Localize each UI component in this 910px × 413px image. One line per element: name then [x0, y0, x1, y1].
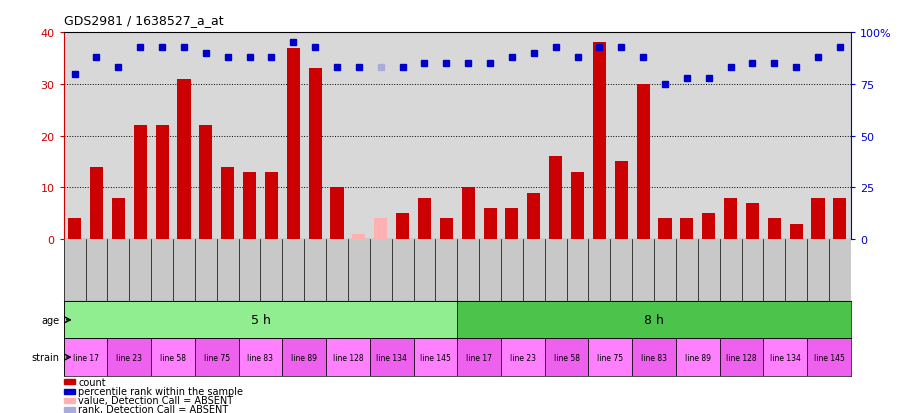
Bar — [571, 173, 584, 240]
Bar — [637, 85, 650, 240]
Text: line 83: line 83 — [641, 353, 667, 362]
Bar — [834, 198, 846, 240]
FancyBboxPatch shape — [589, 339, 632, 376]
Text: rank, Detection Call = ABSENT: rank, Detection Call = ABSENT — [78, 404, 228, 413]
Text: line 83: line 83 — [248, 353, 274, 362]
FancyBboxPatch shape — [238, 339, 282, 376]
Bar — [265, 173, 278, 240]
Text: line 145: line 145 — [420, 353, 450, 362]
Text: count: count — [78, 377, 106, 387]
Bar — [221, 167, 234, 240]
Bar — [112, 198, 125, 240]
FancyBboxPatch shape — [545, 339, 589, 376]
Text: line 145: line 145 — [814, 353, 844, 362]
Bar — [177, 79, 190, 240]
FancyBboxPatch shape — [107, 339, 151, 376]
Bar — [549, 157, 562, 240]
FancyBboxPatch shape — [720, 339, 763, 376]
Text: value, Detection Call = ABSENT: value, Detection Call = ABSENT — [78, 395, 233, 405]
Text: 5 h: 5 h — [250, 313, 270, 327]
Text: 8 h: 8 h — [644, 313, 664, 327]
FancyBboxPatch shape — [763, 339, 807, 376]
Bar — [134, 126, 147, 240]
Bar — [790, 224, 803, 240]
Bar — [768, 219, 781, 240]
FancyBboxPatch shape — [457, 339, 501, 376]
Bar — [396, 214, 410, 240]
FancyBboxPatch shape — [151, 339, 195, 376]
FancyBboxPatch shape — [807, 339, 851, 376]
Bar — [614, 162, 628, 240]
Bar — [483, 209, 497, 240]
Text: line 89: line 89 — [685, 353, 711, 362]
Text: strain: strain — [31, 352, 59, 362]
Text: line 128: line 128 — [726, 353, 757, 362]
Bar — [812, 198, 824, 240]
FancyBboxPatch shape — [369, 339, 413, 376]
Text: line 58: line 58 — [160, 353, 186, 362]
Bar — [703, 214, 715, 240]
Text: line 23: line 23 — [116, 353, 142, 362]
Bar — [199, 126, 212, 240]
FancyBboxPatch shape — [501, 339, 545, 376]
Bar — [308, 69, 322, 240]
Text: line 23: line 23 — [510, 353, 536, 362]
Text: line 75: line 75 — [597, 353, 623, 362]
Text: line 17: line 17 — [73, 353, 98, 362]
Text: line 134: line 134 — [770, 353, 801, 362]
Text: percentile rank within the sample: percentile rank within the sample — [78, 386, 243, 396]
FancyBboxPatch shape — [326, 339, 369, 376]
Text: age: age — [41, 315, 59, 325]
FancyBboxPatch shape — [64, 301, 457, 339]
Text: line 128: line 128 — [333, 353, 363, 362]
FancyBboxPatch shape — [457, 301, 851, 339]
Bar — [156, 126, 168, 240]
Bar — [505, 209, 519, 240]
Bar — [418, 198, 431, 240]
Bar — [68, 219, 81, 240]
Bar — [374, 219, 388, 240]
FancyBboxPatch shape — [282, 339, 326, 376]
Bar — [681, 219, 693, 240]
Bar — [352, 235, 366, 240]
Bar — [659, 219, 672, 240]
Text: GDS2981 / 1638527_a_at: GDS2981 / 1638527_a_at — [64, 14, 223, 27]
Text: line 75: line 75 — [204, 353, 230, 362]
Bar — [746, 204, 759, 240]
Bar — [243, 173, 256, 240]
FancyBboxPatch shape — [676, 339, 720, 376]
Bar — [287, 48, 299, 240]
FancyBboxPatch shape — [413, 339, 457, 376]
Bar — [90, 167, 103, 240]
Bar — [461, 188, 475, 240]
Bar — [592, 43, 606, 240]
FancyBboxPatch shape — [64, 339, 107, 376]
FancyBboxPatch shape — [195, 339, 238, 376]
Bar — [440, 219, 453, 240]
FancyBboxPatch shape — [632, 339, 676, 376]
Text: line 58: line 58 — [553, 353, 580, 362]
Bar — [527, 193, 541, 240]
Bar — [724, 198, 737, 240]
Text: line 17: line 17 — [466, 353, 492, 362]
Text: line 89: line 89 — [291, 353, 318, 362]
Bar — [330, 188, 344, 240]
Text: line 134: line 134 — [376, 353, 407, 362]
